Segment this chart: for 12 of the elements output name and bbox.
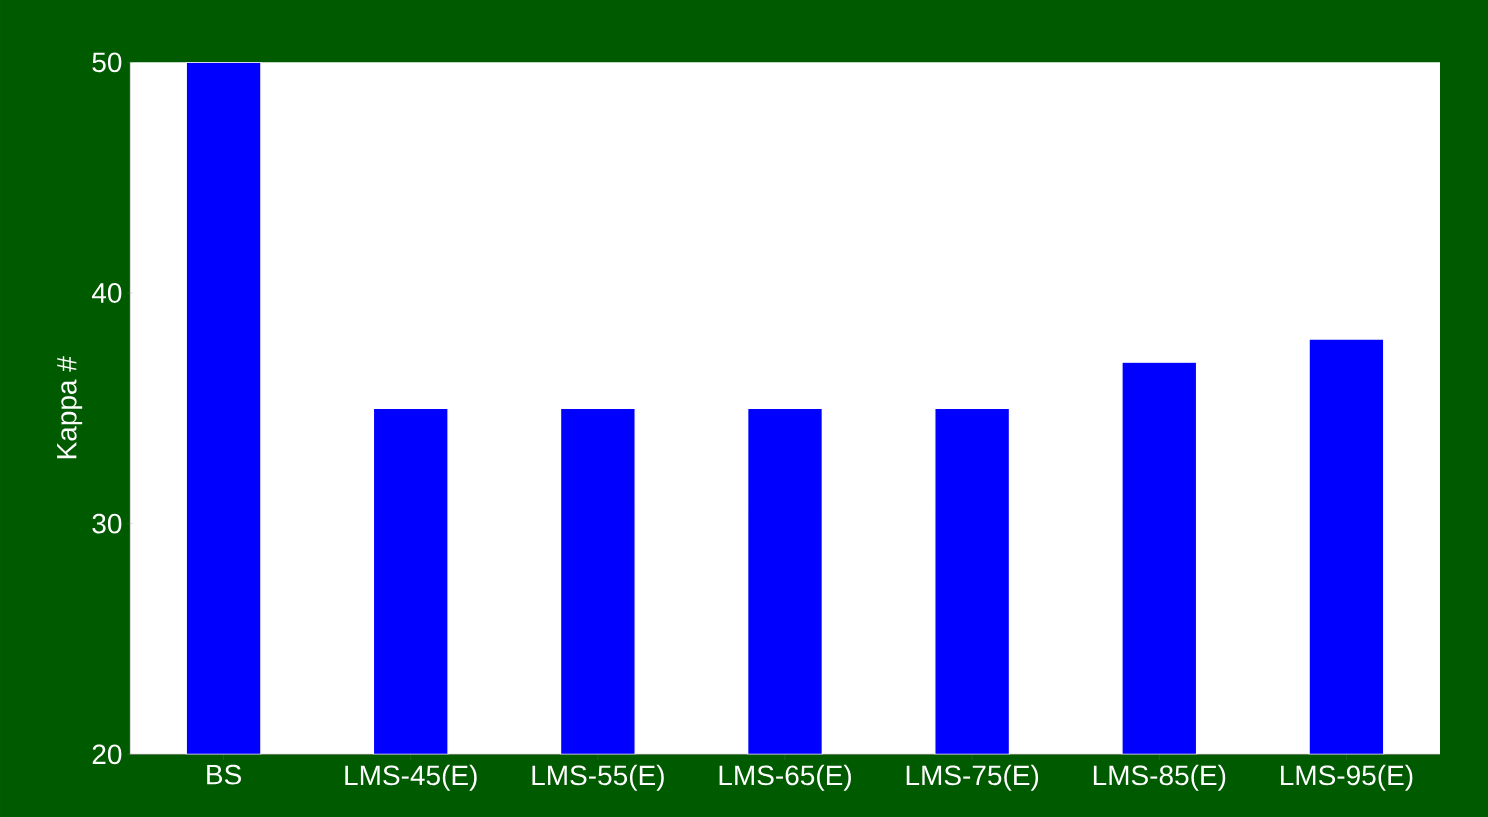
y-axis-title: Kappa # xyxy=(57,356,83,459)
x-tick-label: LMS-75(E) xyxy=(906,764,1039,791)
y-tick-label: 40 xyxy=(91,283,122,303)
y-tick-label: 30 xyxy=(92,513,122,534)
x-tick-label: LMS-85(E) xyxy=(1093,764,1226,791)
x-tick-label: LMS-45(E) xyxy=(345,764,477,791)
x-tick-label: BS xyxy=(207,764,241,785)
x-tick-label: LMS-95(E) xyxy=(1281,764,1413,791)
y-tick-label: 20 xyxy=(92,744,122,765)
y-tick-label: 50 xyxy=(92,52,122,73)
x-tick-label: LMS-55(E) xyxy=(532,764,664,791)
x-tick-label: LMS-65(E) xyxy=(719,764,851,791)
